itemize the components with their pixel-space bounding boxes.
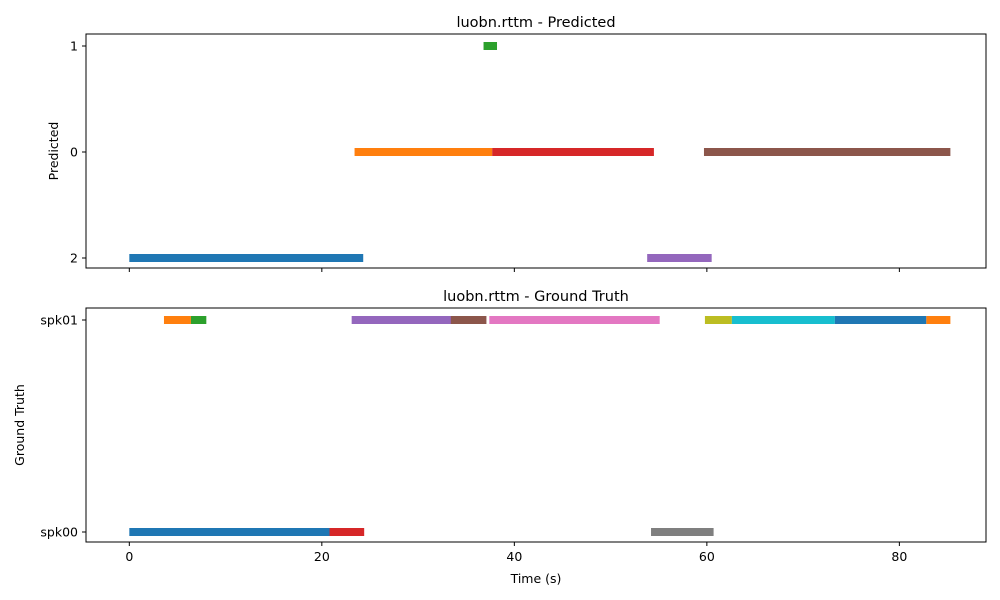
panel-1-ytick-label: spk00	[40, 525, 78, 540]
panel-1-segment	[190, 316, 207, 324]
panel-1-segment	[704, 316, 732, 324]
panel-0-axes-frame	[85, 33, 987, 269]
panel-1-segment	[731, 316, 835, 324]
panel-0-ytick-label: 2	[70, 251, 78, 266]
panel-1-segment	[834, 316, 927, 324]
panel-1-segment	[926, 316, 951, 324]
panel-1-xtick-label: 80	[891, 549, 907, 564]
panel-0-ylabel: Predicted	[46, 122, 61, 181]
panel-0-title: luobn.rttm - Predicted	[456, 15, 615, 31]
panel-1-xtick-label: 40	[506, 549, 522, 564]
panel-0-ytick-label: 1	[70, 39, 78, 54]
panel-0-segment	[129, 254, 364, 262]
panel-1-ylabel: Ground Truth	[12, 384, 27, 466]
panel-1-xlabel: Time (s)	[510, 571, 562, 586]
panel-0-segment	[647, 254, 712, 262]
panel-1-segment	[351, 316, 453, 324]
panel-1-segment	[450, 316, 487, 324]
panel-1-segment	[489, 316, 660, 324]
panel-0-segment	[483, 42, 498, 50]
panel-1-segment	[329, 528, 365, 536]
panel-1-segment	[163, 316, 191, 324]
panel-1-xtick-label: 60	[699, 549, 715, 564]
panel-1-segment	[129, 528, 332, 536]
panel-1-axes-frame	[85, 307, 987, 543]
panel-0-ytick-label: 0	[70, 145, 78, 160]
panel-1-xtick-label: 0	[125, 549, 133, 564]
panel-0-segment	[492, 148, 654, 156]
panel-0-segment	[703, 148, 951, 156]
panel-1-title: luobn.rttm - Ground Truth	[443, 289, 629, 305]
panel-1-xtick-label: 20	[314, 549, 330, 564]
panel-0-segment	[354, 148, 493, 156]
panel-1-ytick-label: spk01	[40, 313, 78, 328]
panel-1-segment	[651, 528, 714, 536]
